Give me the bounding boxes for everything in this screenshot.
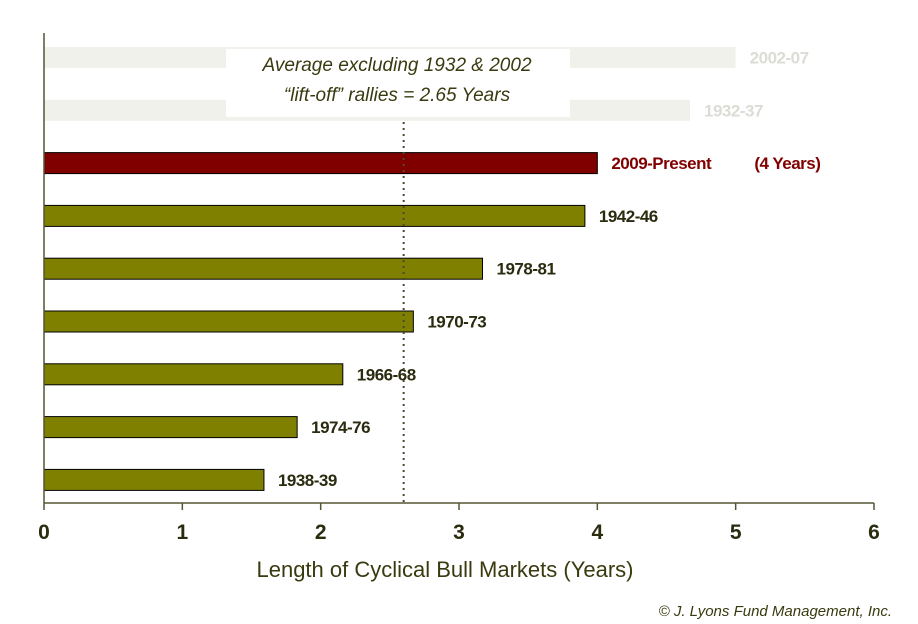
x-axis-label: Length of Cyclical Bull Markets (Years) [256, 557, 633, 582]
bar-label-1938-39: 1938-39 [278, 471, 337, 490]
x-tick-label: 0 [38, 521, 50, 544]
bar-label-1966-68: 1966-68 [357, 365, 416, 384]
x-tick-label: 1 [176, 521, 188, 544]
bar-1974-76 [43, 416, 298, 439]
bar-label-1974-76: 1974-76 [311, 418, 370, 437]
x-tick-label: 2 [315, 521, 327, 544]
bar-1942-46 [43, 204, 586, 227]
bar-1966-68 [43, 363, 344, 386]
bar-1970-73 [43, 310, 414, 333]
bars-layer: 2002-07 1932-37 2009-Present (4 Years) 1942-… [43, 47, 821, 491]
bar-1938-39 [43, 468, 265, 491]
bar-1978-81 [43, 257, 484, 280]
x-tick-label: 3 [453, 521, 465, 544]
bar-label-1978-81: 1978-81 [497, 260, 556, 279]
credit-text: © J. Lyons Fund Management, Inc. [659, 603, 892, 620]
bar-2009-present [43, 152, 598, 175]
x-tick-label: 6 [868, 521, 880, 544]
x-tick-label: 4 [591, 521, 603, 544]
axis-layer: 0 1 2 3 4 5 6 [38, 33, 880, 544]
annotation-line-1: Average excluding 1932 & 2002 [261, 55, 531, 76]
bar-label-1970-73: 1970-73 [427, 313, 486, 332]
bar-label-1942-46: 1942-46 [599, 207, 658, 226]
annotation-line-2: “lift-off” rallies = 2.65 Years [284, 85, 511, 106]
bar-label-2002-07: 2002-07 [750, 49, 809, 68]
x-tick-label: 5 [730, 521, 742, 544]
bar-label-1932-37: 1932-37 [704, 101, 763, 120]
annotation-box: Average excluding 1932 & 2002 “lift-off”… [226, 49, 570, 117]
current-duration-label: (4 Years) [754, 154, 820, 173]
bar-label-2009-present: 2009-Present [611, 154, 712, 173]
